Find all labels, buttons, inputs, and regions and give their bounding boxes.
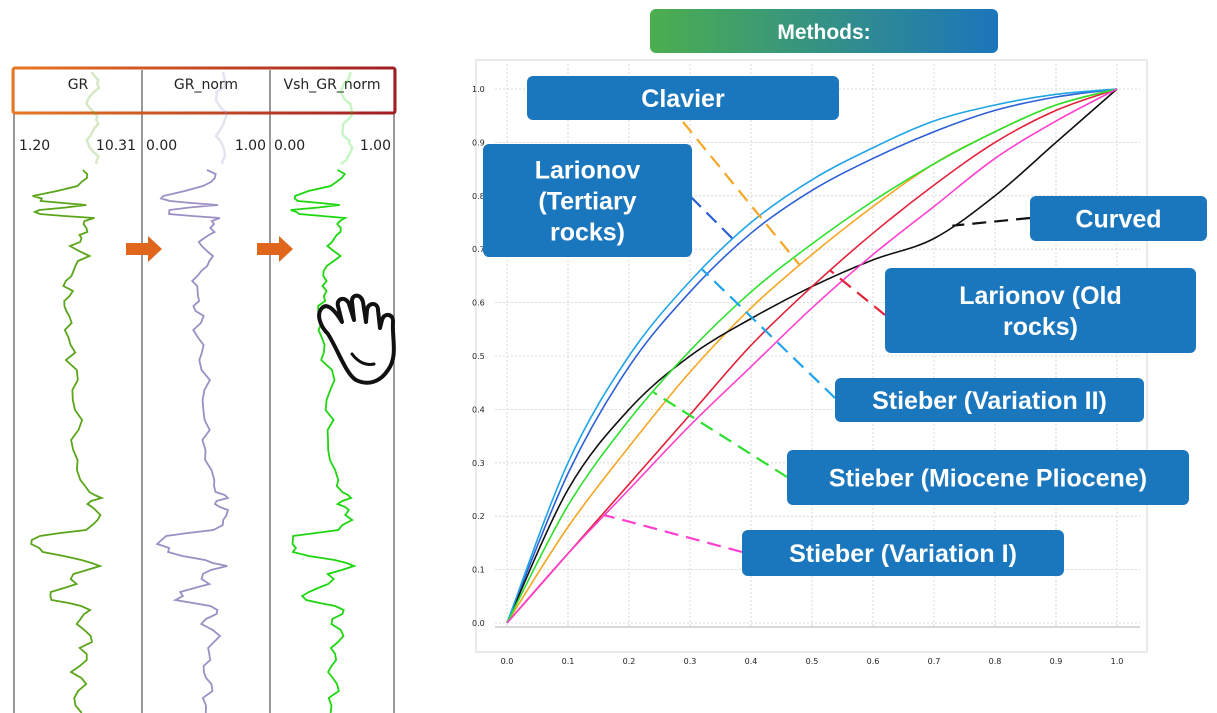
chart-ticks: 0.0 0.1 0.2 0.3 0.4 0.5 0.6 0.7 0.8 0.9 1.0 0.0 0.1 0… xyxy=(472,85,1123,666)
callout-label: Stieber (Miocene Pliocene) xyxy=(829,465,1147,493)
callout-leader-line xyxy=(829,269,886,316)
track-header-box xyxy=(11,66,397,115)
vshale-method-chart: 0.0 0.1 0.2 0.3 0.4 0.5 0.6 0.7 0.8 0.9 1.0 0.0 0.1 0… xyxy=(472,59,1207,666)
callout-box xyxy=(835,378,1144,422)
callout-label: Clavier xyxy=(641,85,725,113)
log-curve-vsh-gr-norm xyxy=(290,169,357,713)
y-tick-label: 0.9 xyxy=(472,138,485,147)
callout-label: rocks) xyxy=(550,219,625,247)
callout-leader-line xyxy=(690,196,740,246)
callout-label: Larionov (Old xyxy=(959,282,1122,310)
x-tick-label: 0.7 xyxy=(928,657,941,666)
log-curve-preview xyxy=(214,71,228,165)
series-line-larionov-tertiary-rocks xyxy=(506,88,1118,624)
callout-label: rocks) xyxy=(1003,313,1078,341)
log-curve-gr xyxy=(30,169,105,713)
series-line-larionov-old-rocks xyxy=(506,88,1118,624)
x-tick-label: 0.4 xyxy=(745,657,758,666)
log-curves xyxy=(30,71,357,713)
y-tick-label: 0.8 xyxy=(472,192,485,201)
hand-pointer-icon xyxy=(317,293,396,385)
callout-box xyxy=(483,144,692,257)
y-tick-label: 1.0 xyxy=(472,85,485,94)
methods-banner-label: Methods: xyxy=(777,21,870,44)
callout-label: (Tertiary xyxy=(538,188,636,216)
track-name-vsh-gr-norm: Vsh_GR_norm xyxy=(284,77,381,93)
x-tick-label: 0.8 xyxy=(989,657,1002,666)
x-tick-label: 0.9 xyxy=(1050,657,1063,666)
track-name-gr-norm: GR_norm xyxy=(174,77,238,93)
track-vsh-min: 0.00 xyxy=(274,138,305,154)
x-tick-label: 0.2 xyxy=(623,657,636,666)
x-tick-label: 0.5 xyxy=(806,657,819,666)
series-line-stieber-variation-ii xyxy=(506,88,1118,624)
y-tick-label: 0.0 xyxy=(472,619,485,628)
callout-label: Stieber (Variation II) xyxy=(872,387,1107,415)
callout-box xyxy=(787,450,1189,505)
series-line-stieber-variation-i xyxy=(506,88,1118,624)
x-tick-label: 0.3 xyxy=(684,657,697,666)
callout-box xyxy=(527,76,839,120)
arrow-right-icon xyxy=(257,236,293,262)
callout-box xyxy=(1030,196,1207,241)
callout-label: Larionov xyxy=(535,157,641,185)
chart-series xyxy=(506,88,1118,624)
y-tick-label: 0.2 xyxy=(472,512,485,521)
callout-leader-line xyxy=(604,514,743,554)
y-tick-label: 0.3 xyxy=(472,459,485,468)
track-gr-min: 1.20 xyxy=(19,138,50,154)
callout-label: Curved xyxy=(1075,206,1161,234)
y-tick-label: 0.4 xyxy=(472,405,485,414)
callout-box xyxy=(742,530,1064,576)
track-grnorm-min: 0.00 xyxy=(146,138,177,154)
callout-boxes: Clavier Larionov (Tertiary rocks) Curved Lari… xyxy=(483,76,1207,576)
callout-leaders xyxy=(604,121,1031,554)
callout-label: Stieber (Variation I) xyxy=(789,540,1017,568)
series-line-stieber-miocene-pliocene xyxy=(506,88,1118,624)
well-log-panel: GR GR_norm Vsh_GR_norm 1.20 10.31 0.00 1… xyxy=(11,66,397,713)
track-gr-max: 10.31 xyxy=(96,138,136,154)
x-tick-label: 0.1 xyxy=(562,657,575,666)
callout-box xyxy=(885,268,1196,353)
series-line-curved xyxy=(506,88,1118,624)
track-vsh-max: 1.00 xyxy=(360,138,391,154)
x-tick-label: 0.6 xyxy=(867,657,880,666)
arrow-right-icon xyxy=(126,236,162,262)
y-tick-label: 0.5 xyxy=(472,352,485,361)
y-tick-label: 0.1 xyxy=(472,566,485,575)
log-curve-preview xyxy=(338,71,354,166)
log-curve-preview xyxy=(85,71,101,165)
track-grnorm-max: 1.00 xyxy=(235,138,266,154)
callout-leader-line xyxy=(701,268,836,399)
callout-leader-line xyxy=(952,216,1031,227)
callout-leader-line xyxy=(682,121,801,266)
y-tick-label: 0.7 xyxy=(472,245,485,254)
callout-leader-line xyxy=(652,391,788,478)
x-tick-label: 0.0 xyxy=(501,657,514,666)
x-tick-label: 1.0 xyxy=(1111,657,1124,666)
methods-banner: Methods: xyxy=(650,9,998,53)
track-name-gr: GR xyxy=(68,77,89,93)
y-tick-label: 0.6 xyxy=(472,299,485,308)
log-curve-gr-norm xyxy=(155,169,230,713)
